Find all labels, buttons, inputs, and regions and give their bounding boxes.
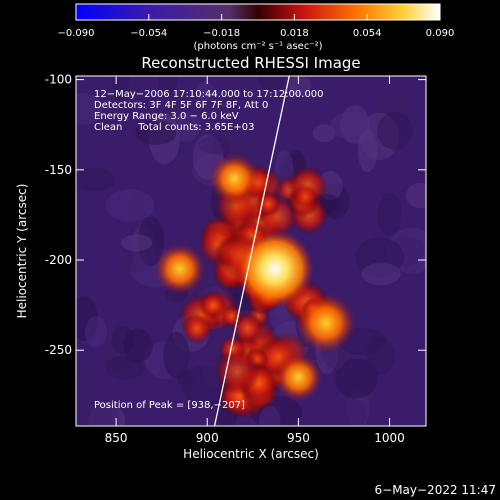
solar-limb-line: [213, 76, 290, 426]
y-axis-ticks: -100 -150 -200 -250: [45, 73, 426, 357]
x-tick-label: 900: [196, 431, 219, 445]
y-tick-label: -250: [45, 343, 72, 357]
hot-region: [154, 243, 206, 295]
y-tick-label: -200: [45, 253, 72, 267]
annotation-time: 12−May−2006 17:10:44.000 to 17:12:00.000: [94, 89, 324, 100]
x-axis-label: Heliocentric X (arcsec): [183, 447, 319, 461]
y-tick-label: -100: [45, 73, 72, 87]
y-axis-label: Heliocentric Y (arcsec): [15, 184, 29, 319]
colorbar-tick-label: −0.054: [130, 28, 167, 39]
heatmap-image: [76, 76, 426, 426]
colorbar-ticks: −0.090 −0.054 −0.018 0.018 0.054 0.090: [57, 14, 454, 39]
x-tick-label: 1000: [374, 431, 405, 445]
hot-region: [209, 153, 261, 205]
y-tick-label: -150: [45, 163, 72, 177]
info-annotations: 12−May−2006 17:10:44.000 to 17:12:00.000…: [94, 89, 324, 133]
annotation-detectors: Detectors: 3F 4F 5F 6F 7F 8F, Att 0: [94, 100, 268, 111]
colorbar-tick-label: −0.018: [203, 28, 240, 39]
colorbar-units: (photons cm⁻² s⁻¹ asec⁻²): [193, 41, 322, 52]
colorbar-tick-label: −0.090: [57, 28, 94, 39]
colorbar-tick-label: 0.018: [280, 28, 309, 39]
colorbar: [75, 3, 441, 21]
colorbar-tick-label: 0.054: [353, 28, 382, 39]
plot-frame: [75, 75, 427, 427]
peak-position-label: Position of Peak = [938,−207]: [94, 400, 245, 411]
annotation-counts: Clean Total counts: 3.65E+03: [94, 122, 254, 133]
chart-title: Reconstructed RHESSI Image: [141, 54, 360, 72]
timestamp: 6−May−2022 11:47: [375, 483, 497, 497]
x-tick-label: 950: [287, 431, 310, 445]
colorbar-tick-label: 0.090: [426, 28, 455, 39]
annotation-energy: Energy Range: 3.0 − 6.0 keV: [94, 111, 239, 122]
hot-region: [295, 293, 356, 354]
x-tick-label: 850: [105, 431, 128, 445]
x-axis-ticks: 850 900 950 1000: [105, 76, 405, 445]
hot-region: [235, 230, 314, 309]
hot-region: [274, 353, 323, 402]
